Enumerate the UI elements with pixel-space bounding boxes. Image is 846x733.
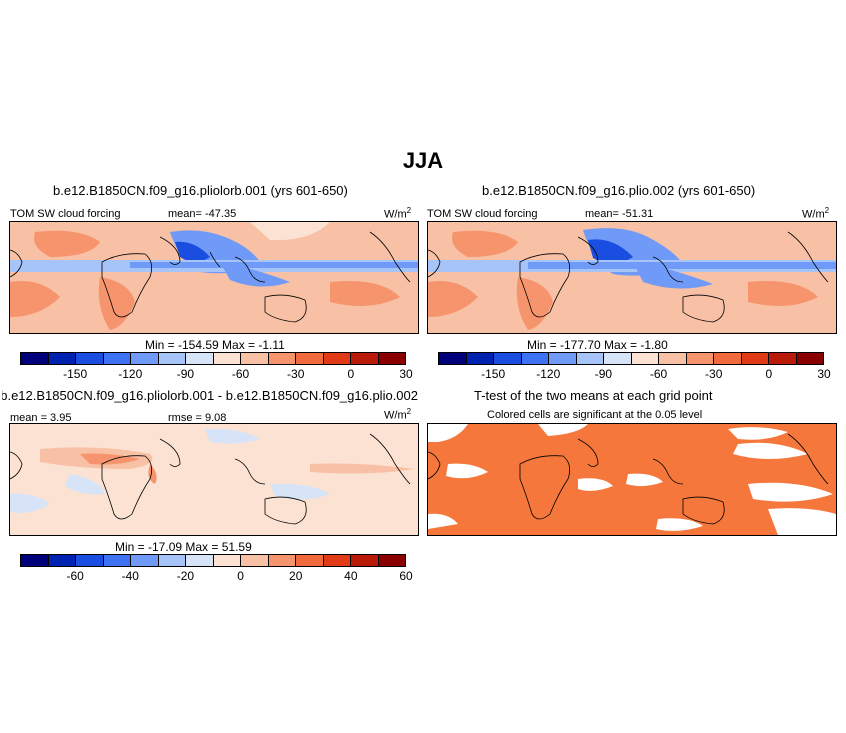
panel2-variable: TOM SW cloud forcing <box>427 208 538 220</box>
colorbar-tick-label: -60 <box>66 569 84 583</box>
colorbar-swatch <box>466 353 494 364</box>
panel2-mean: mean= -51.31 <box>585 208 654 220</box>
colorbar-tick-label: 20 <box>289 569 303 583</box>
colorbar-swatch <box>213 555 241 566</box>
colorbar-tick-label: -40 <box>121 569 139 583</box>
colorbar-tick-label: -120 <box>118 367 143 381</box>
colorbar-swatch <box>241 555 269 566</box>
colorbar-tick-label: -30 <box>705 367 723 381</box>
colorbar-swatch <box>103 353 131 364</box>
colorbar-tick-label: 60 <box>399 569 413 583</box>
colorbar-tick-label: 30 <box>817 367 831 381</box>
colorbar-swatches <box>438 352 824 365</box>
panel3-colorbar: -60 -40 -20 0 20 40 60 <box>20 554 413 583</box>
colorbar-tick-label: -150 <box>63 367 88 381</box>
colorbar-swatch <box>378 353 405 364</box>
colorbar-tick-label: -20 <box>176 569 195 583</box>
panel3-units: W/m2 <box>384 407 412 422</box>
colorbar-swatch <box>521 353 549 364</box>
colorbar-tick-label: -60 <box>231 367 250 381</box>
colorbar-swatch <box>48 353 76 364</box>
colorbar-swatch <box>21 353 49 364</box>
colorbar-swatch <box>741 353 769 364</box>
colorbar-swatch <box>714 353 742 364</box>
colorbar-swatch <box>494 353 522 364</box>
colorbar-swatch <box>186 555 214 566</box>
colorbar-swatch <box>351 555 379 566</box>
colorbar-swatch <box>296 353 324 364</box>
colorbar-swatch <box>686 353 714 364</box>
panel2-units: W/m2 <box>802 206 830 221</box>
panel2-minmax: Min = -177.70 Max = -1.80 <box>527 338 668 352</box>
colorbar-tick-label: -60 <box>649 367 668 381</box>
colorbar-swatches <box>20 352 406 365</box>
panel2-map-svg <box>428 222 836 333</box>
colorbar-swatch <box>21 555 49 566</box>
panel3-map-svg <box>10 424 418 535</box>
colorbar-ticks: -150 -120 -90 -60 -30 0 30 <box>20 365 413 381</box>
colorbar-swatch <box>351 353 379 364</box>
panel3-minmax: Min = -17.09 Max = 51.59 <box>115 540 252 554</box>
colorbar-ticks: -60 -40 -20 0 20 40 60 <box>20 567 412 583</box>
colorbar-swatch <box>796 353 823 364</box>
colorbar-swatch <box>268 555 296 566</box>
colorbar-swatch <box>378 555 405 566</box>
panel1-variable: TOM SW cloud forcing <box>10 208 121 220</box>
colorbar-swatch <box>439 353 467 364</box>
panel2-colorbar: -150 -120 -90 -60 -30 0 30 <box>438 352 831 381</box>
colorbar-swatch <box>48 555 76 566</box>
colorbar-tick-label: -150 <box>481 367 506 381</box>
panel2-map <box>427 221 837 334</box>
colorbar-swatch <box>76 555 104 566</box>
panel3-title: b.e12.B1850CN.f09_g16.pliolorb.001 - b.e… <box>2 388 418 403</box>
colorbar-swatch <box>186 353 214 364</box>
colorbar-tick-label: 0 <box>237 569 244 583</box>
colorbar-swatch <box>241 353 269 364</box>
colorbar-tick-label: -120 <box>536 367 561 381</box>
panel1-colorbar: -150 -120 -90 -60 -30 0 30 <box>20 352 413 381</box>
panel1-title: b.e12.B1850CN.f09_g16.pliolorb.001 (yrs … <box>53 183 348 198</box>
colorbar-tick-label: 0 <box>347 367 355 381</box>
panel2-title: b.e12.B1850CN.f09_g16.plio.002 (yrs 601-… <box>482 183 756 198</box>
panel3-rmse: rmse = 9.08 <box>168 412 227 424</box>
colorbar-swatch <box>103 555 131 566</box>
colorbar-swatch <box>76 353 104 364</box>
panel4-map <box>427 423 837 536</box>
colorbar-tick-label: 30 <box>399 367 413 381</box>
colorbar-tick-label: -90 <box>594 367 613 381</box>
colorbar-swatch <box>158 353 186 364</box>
colorbar-tick-label: -30 <box>287 367 305 381</box>
figure-title: JJA <box>402 148 444 173</box>
colorbar-swatch <box>576 353 604 364</box>
panel1-map-svg <box>10 222 418 333</box>
panel1-map <box>9 221 419 334</box>
panel3-mean: mean = 3.95 <box>10 412 72 424</box>
panel1-minmax: Min = -154.59 Max = -1.11 <box>145 338 285 352</box>
panel4-title: T-test of the two means at each grid poi… <box>474 388 713 403</box>
colorbar-swatch <box>131 555 159 566</box>
colorbar-swatch <box>659 353 687 364</box>
colorbar-swatches <box>20 554 406 567</box>
colorbar-swatch <box>604 353 632 364</box>
colorbar-swatch <box>769 353 797 364</box>
panel4-map-svg <box>428 424 836 535</box>
colorbar-swatch <box>213 353 241 364</box>
colorbar-swatch <box>549 353 577 364</box>
colorbar-swatch <box>268 353 296 364</box>
colorbar-swatch <box>296 555 324 566</box>
colorbar-swatch <box>158 555 186 566</box>
colorbar-tick-label: -90 <box>176 367 195 381</box>
panel1-mean: mean= -47.35 <box>168 208 237 220</box>
panel3-map <box>9 423 419 536</box>
colorbar-swatch <box>323 353 351 364</box>
panel1-units: W/m2 <box>384 206 412 221</box>
colorbar-swatch <box>631 353 659 364</box>
colorbar-swatch <box>323 555 351 566</box>
colorbar-ticks: -150 -120 -90 -60 -30 0 30 <box>438 365 831 381</box>
colorbar-tick-label: 0 <box>765 367 773 381</box>
colorbar-swatch <box>131 353 159 364</box>
panel4-subtitle: Colored cells are significant at the 0.0… <box>487 409 703 421</box>
colorbar-tick-label: 40 <box>344 569 358 583</box>
